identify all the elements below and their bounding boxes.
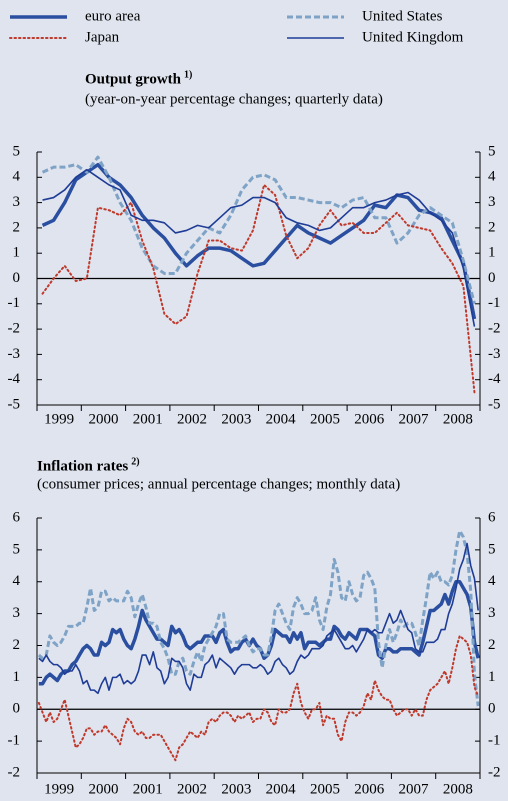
chart-title-note: 2) bbox=[131, 456, 139, 467]
legend-label: United States bbox=[362, 8, 443, 24]
y2-tick-label: 5 bbox=[488, 143, 496, 159]
y2-tick-label: 6 bbox=[488, 509, 496, 525]
y-tick-label: 5 bbox=[13, 143, 21, 159]
y2-tick-label: 3 bbox=[488, 605, 496, 621]
x-tick-label: 2008 bbox=[443, 411, 473, 427]
series-line bbox=[38, 580, 480, 686]
chart-subtitle: (consumer prices; annual percentage chan… bbox=[37, 476, 400, 492]
y2-tick-label: 2 bbox=[488, 637, 496, 653]
x-tick-label: 2008 bbox=[443, 781, 473, 797]
y-tick-label: 4 bbox=[13, 169, 21, 185]
x-tick-label: 2005 bbox=[310, 411, 340, 427]
chart-title: Inflation rates bbox=[37, 458, 128, 474]
y-tick-label: 5 bbox=[13, 541, 21, 557]
series-line bbox=[41, 183, 476, 394]
x-tick-label: 2000 bbox=[88, 781, 118, 797]
y2-tick-label: 1 bbox=[488, 669, 496, 685]
y-tick-label: 2 bbox=[13, 637, 21, 653]
x-tick-label: 2007 bbox=[399, 411, 430, 427]
y-tick-label: 0 bbox=[13, 701, 21, 717]
y2-tick-label: -1 bbox=[488, 733, 501, 749]
series-line bbox=[42, 168, 476, 327]
y-tick-label: -3 bbox=[8, 346, 21, 362]
x-tick-label: 2004 bbox=[266, 781, 297, 797]
y2-tick-label: 1 bbox=[488, 245, 496, 261]
series-line bbox=[41, 162, 477, 320]
y2-tick-label: 2 bbox=[488, 219, 496, 235]
chart-title: Output growth bbox=[85, 71, 182, 87]
chart-subtitle: (year-on-year percentage changes; quarte… bbox=[85, 91, 383, 107]
chart-title-note: 1) bbox=[184, 69, 192, 80]
x-tick-label: 2004 bbox=[266, 411, 297, 427]
y2-tick-label: -2 bbox=[488, 764, 501, 780]
y-tick-label: 2 bbox=[13, 219, 21, 235]
y2-tick-label: -1 bbox=[488, 295, 501, 311]
y-tick-label: 6 bbox=[13, 509, 21, 525]
y-tick-label: 1 bbox=[13, 245, 21, 261]
x-tick-label: 2001 bbox=[133, 411, 163, 427]
y2-tick-label: -3 bbox=[488, 346, 501, 362]
legend-label: United Kingdom bbox=[362, 29, 464, 45]
x-tick-label: 2000 bbox=[88, 411, 118, 427]
x-tick-label: 2003 bbox=[221, 411, 251, 427]
x-tick-label: 2001 bbox=[133, 781, 163, 797]
y-tick-label: -2 bbox=[8, 764, 21, 780]
x-tick-label: 2007 bbox=[399, 781, 430, 797]
x-tick-label: 2005 bbox=[310, 781, 340, 797]
x-tick-label: 2006 bbox=[354, 411, 385, 427]
y2-tick-label: 3 bbox=[488, 194, 496, 210]
x-tick-label: 2002 bbox=[177, 411, 207, 427]
series-line bbox=[38, 542, 479, 695]
x-tick-label: 2003 bbox=[221, 781, 251, 797]
y-tick-label: 4 bbox=[13, 573, 21, 589]
series-line bbox=[37, 529, 480, 707]
legend-label: Japan bbox=[85, 29, 120, 45]
legend-label: euro area bbox=[85, 8, 141, 24]
y-tick-label: 0 bbox=[13, 270, 21, 286]
y2-tick-label: -4 bbox=[488, 371, 501, 387]
x-tick-label: 1999 bbox=[44, 781, 74, 797]
y2-tick-label: 0 bbox=[488, 270, 496, 286]
series-line bbox=[41, 155, 476, 305]
y2-tick-label: 4 bbox=[488, 169, 496, 185]
y-tick-label: -1 bbox=[8, 733, 21, 749]
series-line bbox=[37, 634, 480, 762]
y-tick-label: 1 bbox=[13, 669, 21, 685]
x-tick-label: 2006 bbox=[354, 781, 385, 797]
y-tick-label: -4 bbox=[8, 371, 21, 387]
y2-tick-label: 4 bbox=[488, 573, 496, 589]
y2-tick-label: 5 bbox=[488, 541, 496, 557]
y2-tick-label: -2 bbox=[488, 321, 501, 337]
y-tick-label: -1 bbox=[8, 295, 21, 311]
x-tick-label: 1999 bbox=[44, 411, 74, 427]
y-tick-label: 3 bbox=[13, 194, 21, 210]
y-tick-label: -5 bbox=[8, 396, 21, 412]
y-tick-label: 3 bbox=[13, 605, 21, 621]
y2-tick-label: 0 bbox=[488, 701, 496, 717]
y-tick-label: -2 bbox=[8, 321, 21, 337]
x-tick-label: 2002 bbox=[177, 781, 207, 797]
y2-tick-label: -5 bbox=[488, 396, 501, 412]
